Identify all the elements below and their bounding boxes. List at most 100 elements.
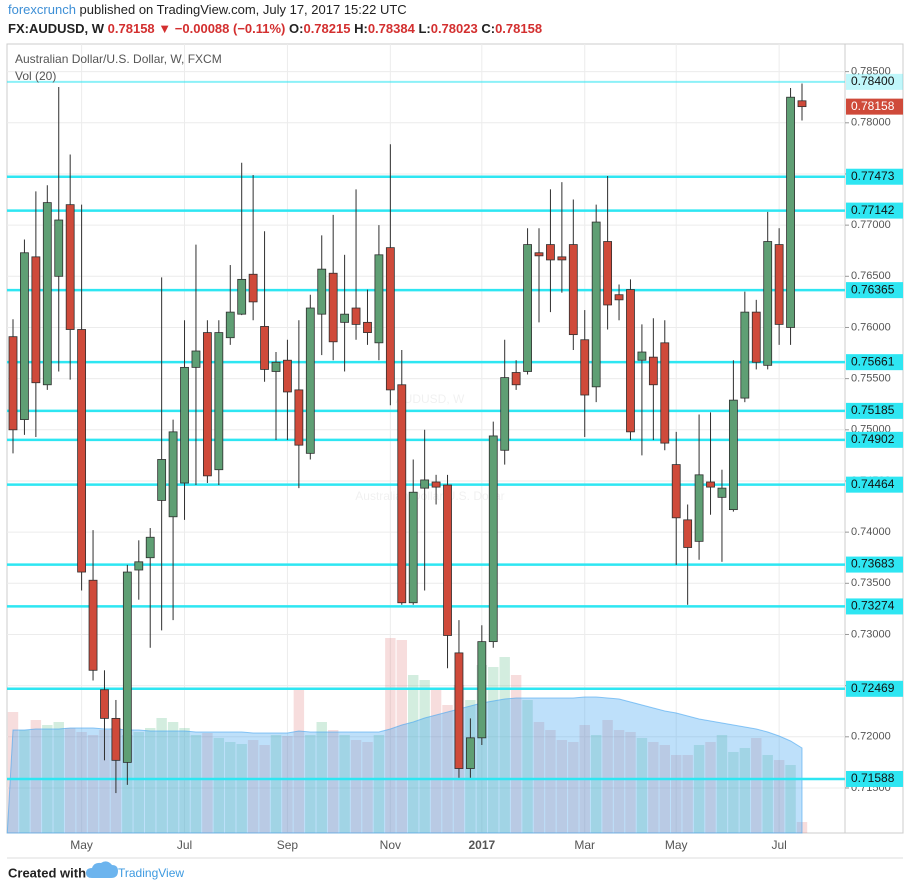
y-tick-label: 0.78500 <box>851 66 891 78</box>
x-tick-label: Jul <box>177 838 192 852</box>
candle-body <box>774 244 784 325</box>
volume-bar <box>145 728 156 833</box>
y-tick-label: 0.78000 <box>851 117 891 129</box>
candle-body <box>443 484 452 636</box>
candle-body <box>603 241 613 306</box>
volume-bar <box>362 742 373 833</box>
volume-bar <box>190 735 202 833</box>
volume-bar <box>773 760 785 833</box>
volume-bar <box>625 732 636 833</box>
candle-body <box>568 244 578 336</box>
chart-title: Australian Dollar/U.S. Dollar, W, FXCM <box>15 52 222 66</box>
candle-body <box>408 491 418 604</box>
candle-body <box>648 356 658 386</box>
candle-body <box>180 366 189 484</box>
candle-body <box>122 571 132 763</box>
created-with: Created with <box>8 865 86 880</box>
candle-body <box>145 536 155 559</box>
candle-body <box>614 294 624 301</box>
volume-bar <box>133 732 144 833</box>
candle-body <box>637 351 647 361</box>
c-label: C: <box>481 21 495 36</box>
candle-body <box>660 342 670 444</box>
volume-bar <box>213 738 225 833</box>
level-box <box>846 556 903 573</box>
volume-bar <box>488 667 499 833</box>
volume-ma-area <box>6 696 803 834</box>
candle-body <box>557 256 567 261</box>
volume-bar <box>636 738 648 833</box>
candle-body <box>671 464 681 519</box>
candle-body <box>511 372 521 386</box>
level-box <box>846 770 903 787</box>
volume-bar <box>327 730 339 833</box>
candle-body <box>751 311 761 363</box>
candle-body <box>8 336 18 431</box>
candle-body <box>591 221 601 388</box>
candle-body <box>214 332 224 471</box>
level-label: 0.72469 <box>851 681 895 695</box>
candle-body <box>786 96 795 328</box>
level-label: 0.75185 <box>851 403 895 417</box>
volume-bar <box>270 735 282 833</box>
candle-body <box>305 307 315 454</box>
watermark: Australian Dollar/U.S. Dollar <box>355 489 504 503</box>
candle-body <box>431 481 441 488</box>
candle-body <box>363 321 372 333</box>
y-tick-label: 0.75500 <box>851 373 891 385</box>
y-tick-label: 0.73500 <box>851 577 891 589</box>
level-box <box>846 476 903 493</box>
level-label: 0.76365 <box>851 282 895 296</box>
candle-body <box>488 435 498 643</box>
volume-bar <box>247 740 259 833</box>
x-tick-label: May <box>70 838 93 852</box>
watermark: AUDUSD, W <box>396 392 465 406</box>
author[interactable]: forexcrunch <box>8 2 76 17</box>
volume-bar <box>522 700 533 833</box>
brand-logo[interactable] <box>86 861 118 878</box>
last-price-box <box>846 98 903 115</box>
candle-body <box>706 481 715 488</box>
volume-bar <box>316 722 327 833</box>
candle-body <box>54 219 64 277</box>
y-tick-label: 0.77000 <box>851 219 891 231</box>
brand[interactable]: TradingView <box>118 866 184 880</box>
level-box <box>846 202 903 219</box>
volume-bar <box>225 742 236 833</box>
candle-body <box>20 252 29 420</box>
level-label: 0.73274 <box>851 599 895 613</box>
o-label: O: <box>289 21 303 36</box>
level-box <box>846 73 903 90</box>
candle-body <box>465 737 475 769</box>
level-label: 0.75661 <box>851 354 895 368</box>
candle-body <box>694 474 704 542</box>
candle-body <box>477 641 487 739</box>
volume-bar <box>373 735 385 833</box>
candle-body <box>683 519 693 548</box>
volume-bar <box>476 665 488 833</box>
volume-bar <box>385 638 396 833</box>
candle-body <box>420 479 430 489</box>
level-box <box>846 680 903 697</box>
x-tick-label: 2017 <box>468 838 495 852</box>
h-value: 0.78384 <box>368 21 416 36</box>
candle-body <box>500 377 510 451</box>
candle-body <box>225 311 235 339</box>
candle-body <box>191 350 201 368</box>
volume-bar <box>282 736 293 833</box>
volume-bar <box>179 728 190 833</box>
candle-body <box>134 561 144 571</box>
volume-label: Vol (20) <box>15 69 56 83</box>
volume-bar <box>76 732 87 833</box>
level-box <box>846 282 903 299</box>
candle-body <box>340 313 350 323</box>
volume-bar <box>293 690 305 833</box>
candle-body <box>248 273 258 303</box>
header-line: forexcrunch published on TradingView.com… <box>8 2 407 17</box>
volume-bar <box>568 742 579 833</box>
candle-body <box>580 339 590 396</box>
candle-body <box>65 204 75 330</box>
level-label: 0.74464 <box>851 477 895 491</box>
volume-bar <box>202 733 213 833</box>
